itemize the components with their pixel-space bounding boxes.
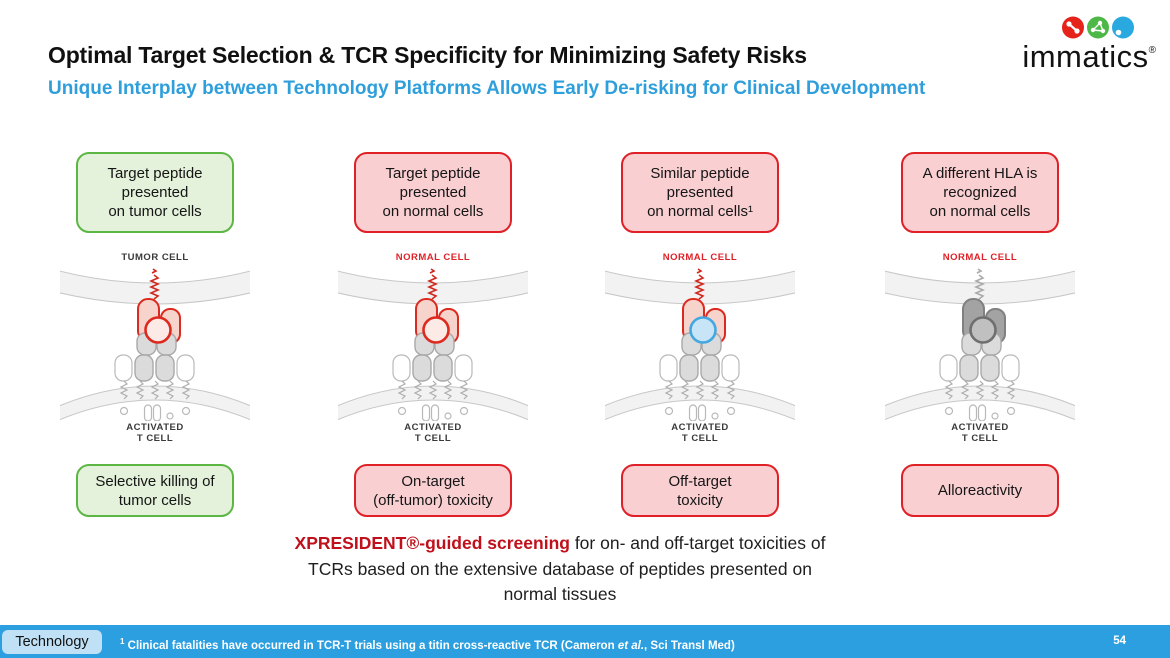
xpresident-highlight: XPRESIDENT®-guided screening <box>294 533 570 553</box>
bottom-box-line: (off-tumor) toxicity <box>373 491 493 509</box>
tcr-complex <box>659 332 740 382</box>
logo-text: immatics <box>1022 39 1149 74</box>
cell-type-label: NORMAL CELL <box>395 252 471 263</box>
top-box-line: on normal cells <box>382 203 484 220</box>
top-box-line: recognized <box>943 184 1017 201</box>
bottom-box-line: Selective killing of <box>95 472 215 490</box>
top-box-line: presented <box>399 184 467 201</box>
peptide-anchor-spring <box>426 268 439 300</box>
footnote-text: Clinical fatalities have occurred in TCR… <box>124 639 618 652</box>
top-cell-membrane <box>605 270 795 305</box>
peptide-circle <box>969 316 997 344</box>
peptide-anchor-spring <box>693 268 706 300</box>
tcell-label: ACTIVATED T CELL <box>880 422 1080 444</box>
tcell-label: ACTIVATED T CELL <box>55 422 255 444</box>
bottom-cell-membrane <box>338 385 528 421</box>
bottom-box-line: toxicity <box>677 491 723 509</box>
top-box-line: on normal cells¹ <box>647 203 753 220</box>
section-tab-technology[interactable]: Technology <box>2 630 102 654</box>
slide-subtitle: Unique Interplay between Technology Plat… <box>48 78 926 99</box>
top-box-line: A different HLA is <box>922 165 1038 182</box>
top-box-line: Target peptide <box>385 165 481 182</box>
tcell-label-line: ACTIVATED <box>671 422 729 433</box>
top-box: Similar peptide presented on normal cell… <box>621 152 779 233</box>
peptide-circle <box>144 316 172 344</box>
registered-mark: ® <box>1148 45 1156 56</box>
footnote-italic: et al. <box>617 639 645 652</box>
peptide-circle <box>422 316 450 344</box>
top-cell-membrane <box>885 270 1075 305</box>
peptide-anchor-spring <box>973 268 986 300</box>
tcell-label: ACTIVATED T CELL <box>600 422 800 444</box>
tcell-label-line: ACTIVATED <box>126 422 184 433</box>
page-number: 54 <box>1113 635 1126 647</box>
top-box-line: presented <box>666 184 734 201</box>
peptide-anchor-spring <box>148 268 161 300</box>
top-box: A different HLA is recognized on normal … <box>901 152 1059 233</box>
logo-dots-icon <box>1022 16 1156 39</box>
footnote: 1 Clinical fatalities have occurred in T… <box>120 625 735 658</box>
xpresident-callout: XPRESIDENT®-guided screening for on- and… <box>280 531 840 608</box>
footer-bar: Technology 1 Clinical fatalities have oc… <box>0 625 1170 658</box>
cell-interaction-diagram <box>338 268 528 421</box>
tcell-label: ACTIVATED T CELL <box>333 422 533 444</box>
column-tumor-cell: Target peptide presented on tumor cells … <box>55 152 255 522</box>
tcr-anchor-springs <box>664 380 736 400</box>
tcell-label-line: T CELL <box>414 433 452 444</box>
bottom-box-line: On-target <box>401 472 465 490</box>
bottom-cell-membrane <box>885 385 1075 421</box>
tcell-label-line: T CELL <box>961 433 999 444</box>
top-cell-membrane <box>338 270 528 305</box>
slide-title: Optimal Target Selection & TCR Specifici… <box>48 42 807 68</box>
column-off-target-toxicity: Similar peptide presented on normal cell… <box>600 152 800 522</box>
tcr-complex <box>392 332 473 382</box>
column-alloreactivity: A different HLA is recognized on normal … <box>880 152 1080 522</box>
cell-type-label: NORMAL CELL <box>662 252 738 263</box>
top-box-line: presented <box>121 184 189 201</box>
peptide-circle <box>689 316 717 344</box>
cell-interaction-diagram <box>605 268 795 421</box>
cell-type-label: TUMOR CELL <box>121 252 189 263</box>
tcr-anchor-springs <box>944 380 1016 400</box>
bottom-box: Alloreactivity <box>901 464 1059 517</box>
top-box-line: Target peptide <box>107 165 203 182</box>
column-on-target-toxicity: Target peptide presented on normal cells… <box>333 152 533 522</box>
callout-rest: for on- and off-target toxicities of TCR… <box>308 533 826 604</box>
intracellular-domains <box>664 404 736 421</box>
cell-interaction-diagram <box>885 268 1075 421</box>
cell-interaction-diagram <box>60 268 250 421</box>
immatics-logo: immatics® <box>1022 16 1156 72</box>
intracellular-domains <box>119 404 191 421</box>
tcell-label-line: T CELL <box>136 433 174 444</box>
bottom-box-line: Alloreactivity <box>937 482 1023 499</box>
cell-type-label: NORMAL CELL <box>942 252 1018 263</box>
bottom-box: On-target (off-tumor) toxicity <box>354 464 512 517</box>
bottom-cell-membrane <box>60 385 250 421</box>
tcell-label-line: ACTIVATED <box>404 422 462 433</box>
bottom-box-line: tumor cells <box>118 491 192 509</box>
intracellular-domains <box>944 404 1016 421</box>
footnote-text: , Sci Transl Med) <box>644 639 735 652</box>
tcr-anchor-springs <box>119 380 191 400</box>
top-box-line: on normal cells <box>929 203 1031 220</box>
bottom-box: Off-target toxicity <box>621 464 779 517</box>
top-box-line: Similar peptide <box>650 165 750 182</box>
footnote-superscript: 1 <box>120 637 125 646</box>
intracellular-domains <box>397 404 469 421</box>
top-box-line: on tumor cells <box>108 203 202 220</box>
bottom-cell-membrane <box>605 385 795 421</box>
tcell-label-line: T CELL <box>681 433 719 444</box>
bottom-box-line: Off-target <box>668 472 732 490</box>
tcell-label-line: ACTIVATED <box>951 422 1009 433</box>
top-box: Target peptide presented on normal cells <box>354 152 512 233</box>
top-cell-membrane <box>60 270 250 305</box>
bottom-box: Selective killing of tumor cells <box>76 464 234 517</box>
top-box: Target peptide presented on tumor cells <box>76 152 234 233</box>
logo-wordmark: immatics® <box>1022 36 1156 72</box>
tcr-anchor-springs <box>397 380 469 400</box>
